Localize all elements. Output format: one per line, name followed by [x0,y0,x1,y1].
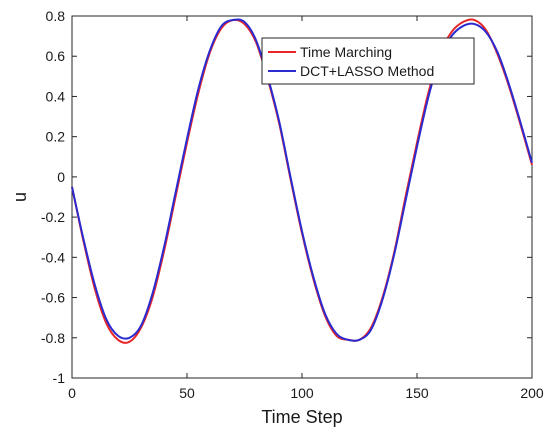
legend: Time Marching DCT+LASSO Method [261,37,475,85]
series-layer [71,18,533,344]
legend-label: Time Marching [300,44,392,60]
y-axis-label: u [10,192,30,202]
x-axis: 0 50 100 150 200 [68,16,544,401]
y-tick-label: 0.2 [46,129,66,145]
y-tick-label: 0 [57,169,65,185]
y-tick-label: -0.2 [41,209,65,225]
x-tick-label: 0 [68,385,76,401]
x-tick-label: 150 [405,385,429,401]
x-axis-label: Time Step [261,407,342,427]
legend-box [261,37,475,85]
y-axis: -1 -0.8 -0.6 -0.4 -0.2 0 0.2 0.4 0.6 0.8 [41,8,532,386]
series-line-2 [71,18,533,342]
y-tick-label: -0.6 [41,290,65,306]
y-tick-label: 0.6 [46,48,66,64]
legend-label: DCT+LASSO Method [300,63,434,79]
y-tick-label: -1 [53,370,66,386]
y-tick-label: -0.4 [41,249,65,265]
y-tick-label: 0.8 [46,8,66,24]
x-tick-label: 50 [179,385,195,401]
x-tick-label: 100 [290,385,314,401]
y-tick-label: 0.4 [46,88,66,104]
x-tick-label: 200 [520,385,544,401]
y-tick-label: -0.8 [41,330,65,346]
